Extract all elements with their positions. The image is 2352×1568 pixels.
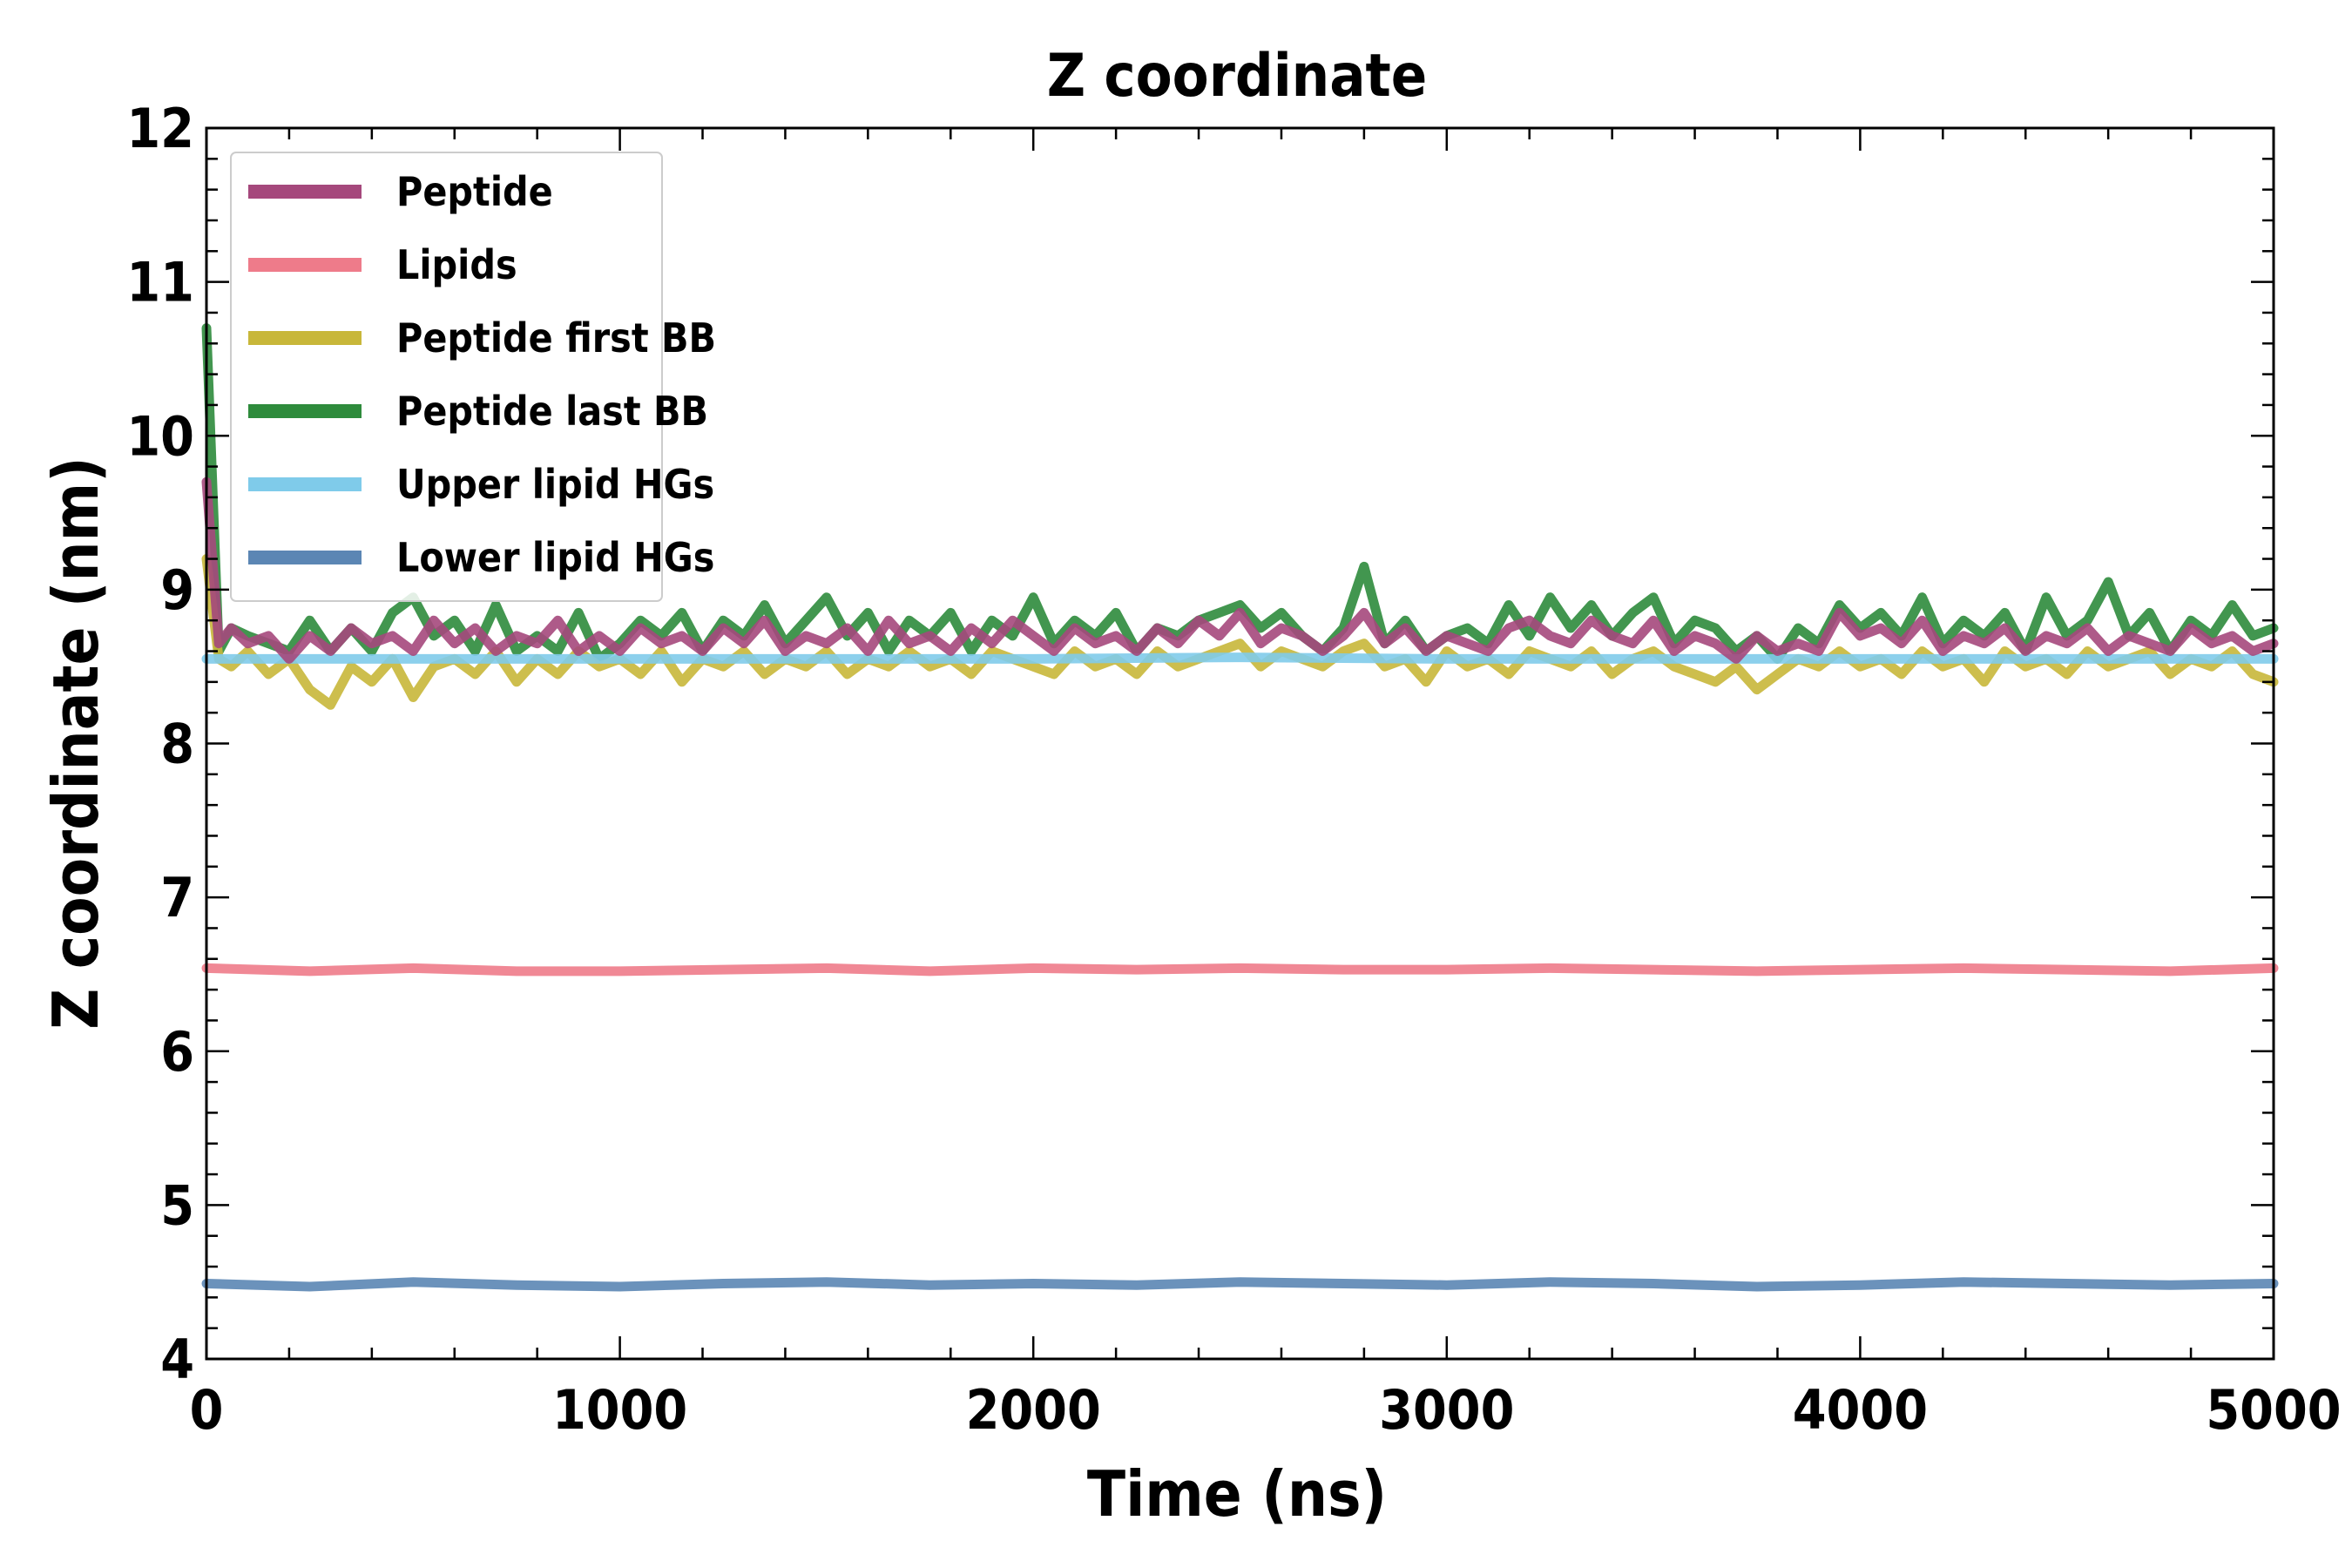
x-tick-label: 4000 [1793,1378,1928,1442]
x-tick-label: 3000 [1379,1378,1514,1442]
x-tick-label: 2000 [966,1378,1101,1442]
legend-label: Peptide [396,168,553,215]
x-tick-label: 5000 [2206,1378,2341,1442]
legend-label: Peptide first BB [396,314,716,362]
x-axis: 0 1000 2000 3000 4000 5000 [190,128,2342,1442]
legend-label: Upper lipid HGs [396,461,714,508]
y-tick-label: 8 [160,713,194,776]
y-tick-label: 6 [160,1020,194,1084]
x-tick-label: 1000 [552,1378,687,1442]
y-tick-label: 11 [126,251,194,314]
y-tick-label: 12 [126,97,194,160]
series-line-peptide [201,476,2279,664]
y-tick-label: 7 [160,866,194,929]
legend-label: Lower lipid HGs [396,534,714,581]
legend-label: Peptide last BB [396,388,708,435]
series-line-lipids [201,963,2279,977]
y-tick-label: 4 [160,1328,194,1391]
x-axis-label: Time (ns) [1087,1457,1387,1531]
series-layer [201,323,2279,1292]
y-axis-label: Z coordinate (nm) [39,456,112,1030]
y-tick-label: 9 [160,558,194,622]
y-axis: 4 5 6 7 8 9 10 11 12 [126,97,2274,1391]
legend: Peptide Lipids Peptide first BB Peptide las… [230,152,716,602]
x-tick-label: 0 [190,1378,224,1442]
y-tick-label: 5 [160,1173,194,1237]
series-line-upper-lipid-hgs [201,652,2279,664]
series-line-lower-lipid-hgs [201,1277,2279,1292]
y-tick-label: 10 [126,404,194,468]
chart-title: Z coordinate [1047,42,1428,111]
legend-label: Lipids [396,241,517,288]
